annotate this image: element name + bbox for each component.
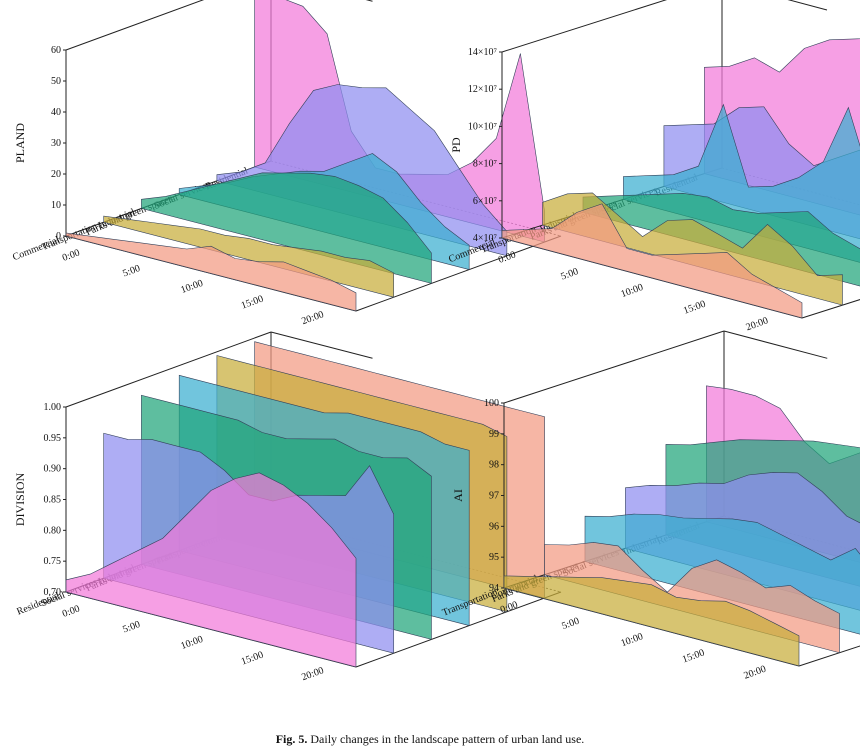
y-tick-label: 0.90 [44, 464, 62, 475]
area-series-residential [65, 472, 357, 668]
x-tick-label: 0:00 [61, 247, 81, 263]
y-tick-label: 8×10⁷ [473, 159, 498, 170]
x-tick-label: 20:00 [300, 309, 325, 327]
x-tick-label: 20:00 [745, 315, 770, 333]
base-right-edge [798, 645, 860, 667]
top-left-edge [65, 331, 272, 408]
y-tick-label: 6×10⁷ [473, 196, 498, 207]
y-tick-label: 20 [51, 169, 61, 180]
y-tick-label: 0.70 [44, 587, 62, 598]
y-tick-label: 0.80 [44, 525, 62, 536]
y-tick-label: 12×10⁷ [468, 84, 498, 95]
area-series-commercial [65, 232, 357, 312]
y-tick-label: 100 [484, 398, 499, 409]
chart-panel-division: 0.700.750.800.850.900.951.00DIVISIONComm… [13, 331, 562, 683]
figure-caption: Fig. 5. Daily changes in the landscape p… [0, 732, 860, 747]
area-series-commercial [501, 203, 803, 319]
y-tick-label: 99 [489, 429, 499, 440]
y-axis-label: AI [451, 489, 465, 502]
y-tick-label: 1.00 [44, 402, 62, 413]
x-tick-label: 5:00 [121, 619, 141, 635]
area-series-transportation [542, 192, 843, 306]
x-tick-label: 15:00 [240, 649, 265, 667]
y-tick-label: 96 [489, 521, 499, 532]
x-tick-label: 15:00 [240, 293, 265, 311]
y-tick-label: 10×10⁷ [468, 121, 498, 132]
area-series-transportation [503, 575, 800, 667]
top-left-edge [503, 330, 725, 404]
y-axis-label: DIVISION [13, 473, 27, 527]
y-tick-label: 30 [51, 138, 61, 149]
base-right-edge [355, 235, 562, 312]
y-tick-label: 50 [51, 76, 61, 87]
y-tick-label: 4×10⁷ [473, 233, 498, 244]
x-tick-label: 10:00 [619, 631, 644, 649]
y-tick-label: 0.75 [44, 556, 62, 567]
y-tick-label: 95 [489, 552, 499, 563]
x-tick-label: 5:00 [560, 616, 580, 632]
y-tick-label: 14×10⁷ [468, 47, 498, 58]
x-tick-label: 0:00 [61, 603, 81, 619]
top-back-edge [270, 331, 373, 359]
chart-panel-pland: 0102030405060PLANDResidentialSocial serv… [11, 0, 562, 327]
y-tick-label: 10 [51, 200, 61, 211]
y-tick-label: 60 [51, 45, 61, 56]
top-left-edge [65, 0, 205, 51]
y-tick-label: 94 [489, 583, 499, 594]
y-tick-label: 0.95 [44, 433, 62, 444]
y-tick-label: 98 [489, 460, 499, 471]
x-tick-label: 15:00 [681, 647, 706, 665]
caption-label: Fig. 5. [275, 732, 308, 746]
y-tick-label: 0 [56, 231, 61, 242]
x-tick-label: 5:00 [121, 263, 141, 279]
x-tick-label: 20:00 [300, 665, 325, 683]
y-tick-label: 97 [489, 491, 499, 502]
area-series-industrial [141, 172, 432, 284]
y-axis-label: PD [449, 137, 463, 153]
x-tick-label: 10:00 [179, 634, 204, 652]
y-tick-label: 40 [51, 107, 61, 118]
x-tick-label: 20:00 [742, 664, 767, 682]
top-back-edge [723, 330, 828, 359]
base-right-edge [801, 299, 860, 319]
x-tick-label: 10:00 [620, 282, 645, 300]
chart-panel-pd: 4×10⁷6×10⁷8×10⁷10×10⁷12×10⁷14×10⁷PDResid… [447, 0, 860, 333]
y-axis-label: PLAND [13, 123, 27, 163]
base-right-edge [355, 591, 562, 668]
chart-panel-ai: 949596979899100AIResidentialIndustrialSo… [441, 330, 860, 682]
x-tick-label: 5:00 [559, 266, 579, 282]
x-tick-label: 10:00 [179, 278, 204, 296]
top-left-edge [501, 0, 668, 53]
caption-text: Daily changes in the landscape pattern o… [310, 732, 585, 746]
y-tick-label: 0.85 [44, 495, 62, 506]
x-tick-label: 15:00 [682, 299, 707, 317]
top-back-edge [787, 0, 828, 11]
